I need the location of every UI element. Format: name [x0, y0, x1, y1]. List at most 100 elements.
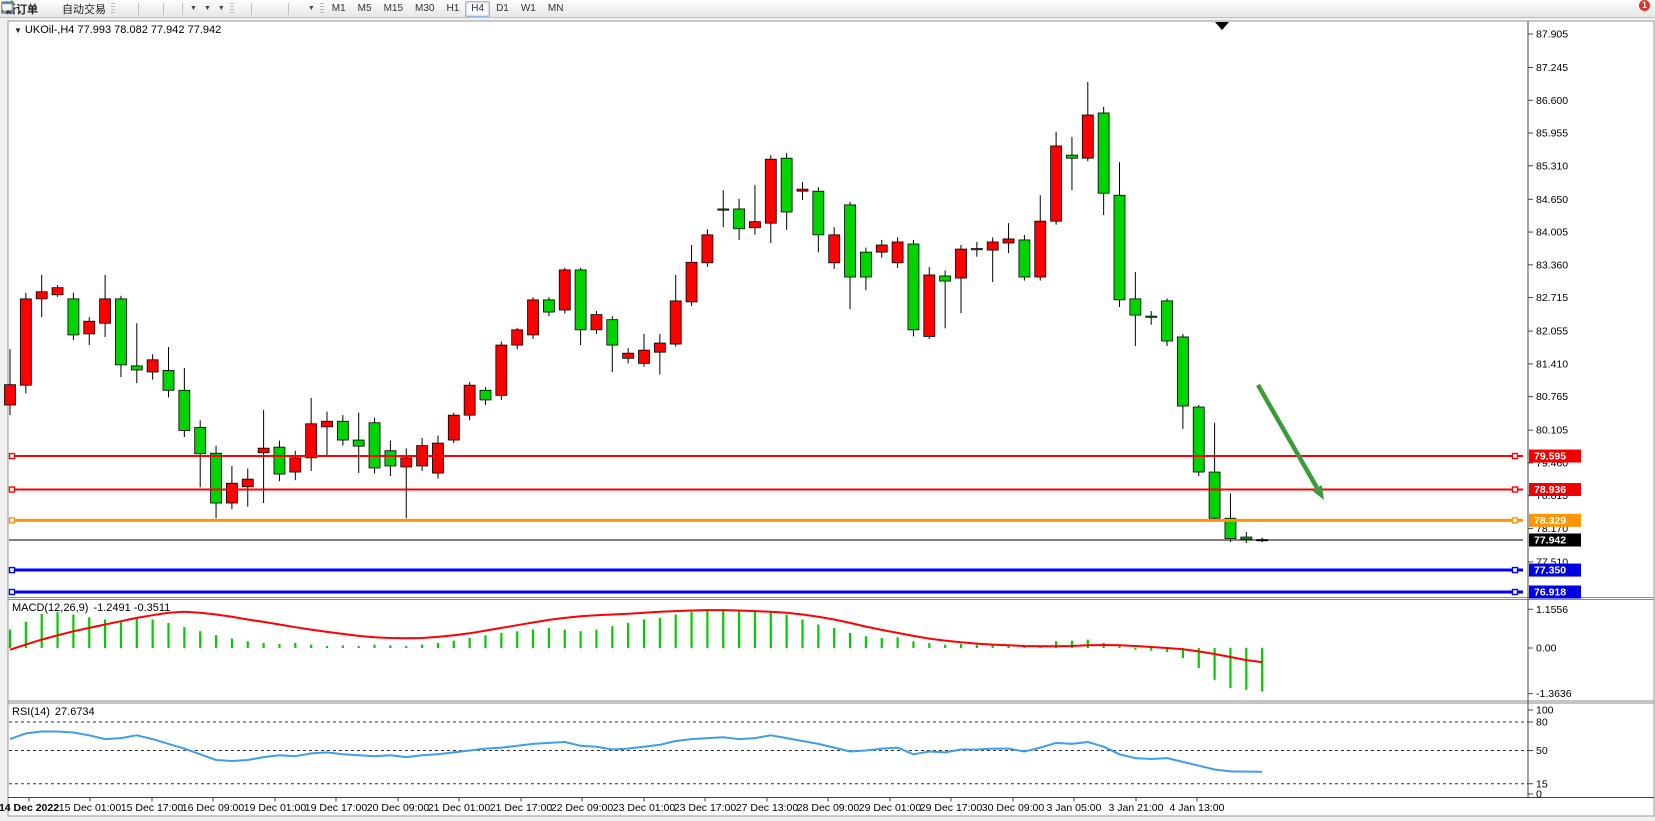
template-icon[interactable]: ▼	[1, 1, 228, 16]
timeframe-m15[interactable]: M15	[383, 2, 404, 14]
candle-body	[606, 319, 619, 346]
time-tick-label: 27 Dec 13:00	[736, 802, 799, 814]
candle-body	[1192, 406, 1205, 473]
rsi-tick-label: 0	[1536, 789, 1542, 801]
timeframe-d1[interactable]: D1	[496, 2, 509, 14]
cursor-icon[interactable]	[3, 1, 242, 16]
candle-body	[733, 208, 745, 230]
candle-body	[701, 234, 714, 264]
time-tick-label: 15 Dec 17:00	[121, 802, 184, 814]
candle-body	[178, 389, 191, 431]
candle-body	[527, 299, 539, 336]
candle-body	[1050, 145, 1062, 222]
time-tick-label: 28 Dec 09:00	[797, 802, 860, 814]
candle-body	[146, 359, 159, 373]
timeframe-h4[interactable]: H4	[465, 0, 491, 17]
indicator-window-add-icon[interactable]	[1, 1, 179, 16]
autotrade-button[interactable]: 自动交易	[1, 1, 109, 16]
horizontal-line-icon[interactable]	[1, 1, 267, 16]
add-indicator-icon[interactable]: ▼	[1, 0, 200, 16]
horizontal-line-78.329[interactable]	[8, 517, 1523, 524]
price-tick-label: 84.005	[1536, 227, 1568, 239]
timeframe-m30[interactable]: M30	[415, 2, 435, 14]
price-tag-label: 77.350	[1534, 565, 1566, 577]
time-tick-label: 23 Dec 01:00	[613, 802, 676, 814]
timeframe-m1[interactable]: M1	[331, 2, 346, 14]
candle-body	[241, 478, 254, 488]
candle-body	[305, 423, 318, 459]
candle-body	[273, 446, 286, 475]
candle-body	[115, 298, 127, 366]
candle-body	[669, 300, 682, 345]
chat-icon[interactable]: 1	[1, 0, 1653, 16]
candle-body	[875, 244, 888, 253]
horizontal-line-77.350[interactable]	[8, 566, 1523, 574]
candle-body	[1129, 298, 1142, 316]
candle-body	[860, 251, 872, 278]
timeframe-h1[interactable]: H1	[446, 2, 460, 14]
price-tick-label: 83.360	[1536, 259, 1568, 271]
candle-body	[400, 457, 413, 468]
price-tag-label: 77.942	[1534, 534, 1566, 546]
tile-windows-icon[interactable]	[1, 1, 160, 16]
channel-icon[interactable]: E	[1, 1, 279, 16]
candle-body	[638, 349, 650, 364]
candle-body	[194, 426, 207, 455]
time-tick-label: 19 Dec 17:00	[305, 802, 368, 814]
candle-body	[1224, 517, 1237, 539]
time-tick-label: 3 Jan 21:00	[1109, 802, 1164, 814]
time-tick-label: 22 Dec 09:00	[551, 802, 614, 814]
horizontal-line-76.918[interactable]	[8, 588, 1523, 596]
label-icon[interactable]: T	[1, 1, 304, 16]
time-tick-label: 15 Dec 01:00	[59, 802, 122, 814]
candle-body	[828, 234, 841, 264]
price-tick-label: 80.105	[1536, 425, 1568, 437]
candle-body	[1177, 336, 1189, 407]
arrows-icon[interactable]: ▼	[3, 1, 318, 16]
candle-body	[780, 157, 793, 213]
periods-clock-icon[interactable]: ▼	[1, 1, 214, 16]
vertical-line-icon[interactable]	[6, 1, 261, 16]
time-tick-label: 23 Dec 17:00	[674, 802, 737, 814]
symbol-dropdown-icon[interactable]: ▼	[14, 26, 22, 35]
candle-body	[225, 482, 238, 504]
candle-body	[653, 342, 666, 353]
candle-body	[812, 190, 825, 236]
timeframe-mn[interactable]: MN	[547, 2, 564, 14]
timeframe-w1[interactable]: W1	[520, 2, 536, 14]
candle-body	[4, 384, 16, 406]
line-chart-icon[interactable]	[1, 1, 135, 16]
time-tick-label: 19 Dec 01:00	[244, 802, 307, 814]
price-tick-label: 86.600	[1536, 95, 1568, 107]
time-tick-label: 30 Dec 09:00	[982, 802, 1045, 814]
text-icon[interactable]: A	[4, 1, 298, 16]
trend-arrow-annotation[interactable]	[1256, 383, 1324, 500]
chart-window-frame	[7, 20, 1655, 817]
fibonacci-icon[interactable]: F	[1, 1, 285, 16]
candle-body	[257, 447, 270, 454]
candle-body	[447, 414, 460, 441]
price-tag-label: 76.918	[1534, 587, 1566, 599]
horizontal-line-78.936[interactable]	[8, 486, 1523, 493]
candle-body	[923, 274, 936, 337]
macd-label: MACD(12,26,9) -1.2491 -0.3511	[12, 602, 171, 614]
candle-body	[844, 204, 856, 278]
crosshair-icon[interactable]	[1, 1, 248, 16]
timeframe-m5[interactable]: M5	[357, 2, 372, 14]
candle-body	[1081, 114, 1094, 159]
price-tag	[1529, 563, 1581, 577]
candle-body	[495, 344, 508, 396]
time-tick-label: 29 Dec 01:00	[859, 802, 922, 814]
auto-trading-label: 自动交易	[62, 3, 106, 16]
trendline-icon[interactable]	[2, 1, 273, 16]
macd-tick-label: 1.1556	[1536, 604, 1568, 616]
rsi-line	[9, 730, 1263, 773]
horizontal-line-79.595[interactable]	[8, 452, 1523, 460]
candle-body	[384, 450, 397, 467]
macd-tick-label: 0.00	[1536, 643, 1557, 655]
price-tick-label: 87.245	[1536, 62, 1568, 74]
candle-body	[35, 291, 48, 300]
time-tick-label: 20 Dec 09:00	[367, 802, 430, 814]
